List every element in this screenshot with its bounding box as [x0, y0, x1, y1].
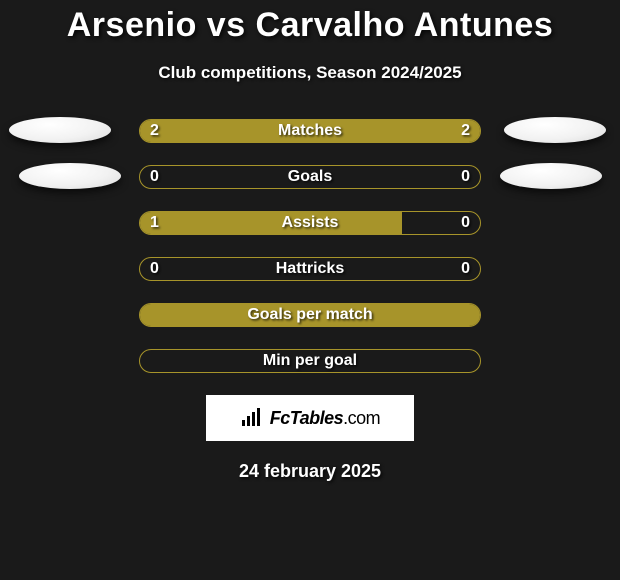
bar-track — [139, 303, 481, 327]
stat-value-right: 0 — [461, 257, 470, 281]
player-left-avatar — [19, 163, 121, 189]
stat-row: 1 Assists 0 — [0, 211, 620, 235]
stat-row: 0 Hattricks 0 — [0, 257, 620, 281]
bar-fill-right — [310, 120, 480, 142]
bar-fill-left — [140, 304, 480, 326]
bar-track — [139, 119, 481, 143]
player-right-avatar — [500, 163, 602, 189]
stat-row: Min per goal — [0, 349, 620, 373]
player-right-avatar — [504, 117, 606, 143]
branding-domain: .com — [343, 408, 380, 428]
stat-value-left: 0 — [150, 257, 159, 281]
bar-track — [139, 211, 481, 235]
branding-text: FcTables.com — [270, 408, 380, 429]
bar-fill-left — [140, 212, 402, 234]
stat-value-right: 2 — [461, 119, 470, 143]
stat-value-right: 0 — [461, 211, 470, 235]
bars-icon — [240, 408, 264, 428]
comparison-infographic: Arsenio vs Carvalho Antunes Club competi… — [0, 0, 620, 580]
stat-value-left: 0 — [150, 165, 159, 189]
infographic-date: 24 february 2025 — [0, 461, 620, 482]
branding-name: FcTables — [270, 408, 343, 428]
page-title: Arsenio vs Carvalho Antunes — [0, 6, 620, 45]
stat-value-right: 0 — [461, 165, 470, 189]
bar-track — [139, 257, 481, 281]
stat-value-left: 2 — [150, 119, 159, 143]
player-left-avatar — [9, 117, 111, 143]
bar-track — [139, 165, 481, 189]
subtitle: Club competitions, Season 2024/2025 — [0, 63, 620, 83]
stat-row: 0 Goals 0 — [0, 165, 620, 189]
stat-rows: 2 Matches 2 0 Goals 0 1 Assists 0 — [0, 119, 620, 373]
branding-badge: FcTables.com — [206, 395, 414, 441]
bar-fill-left — [140, 120, 310, 142]
stat-row: 2 Matches 2 — [0, 119, 620, 143]
stat-value-left: 1 — [150, 211, 159, 235]
stat-row: Goals per match — [0, 303, 620, 327]
bar-track — [139, 349, 481, 373]
